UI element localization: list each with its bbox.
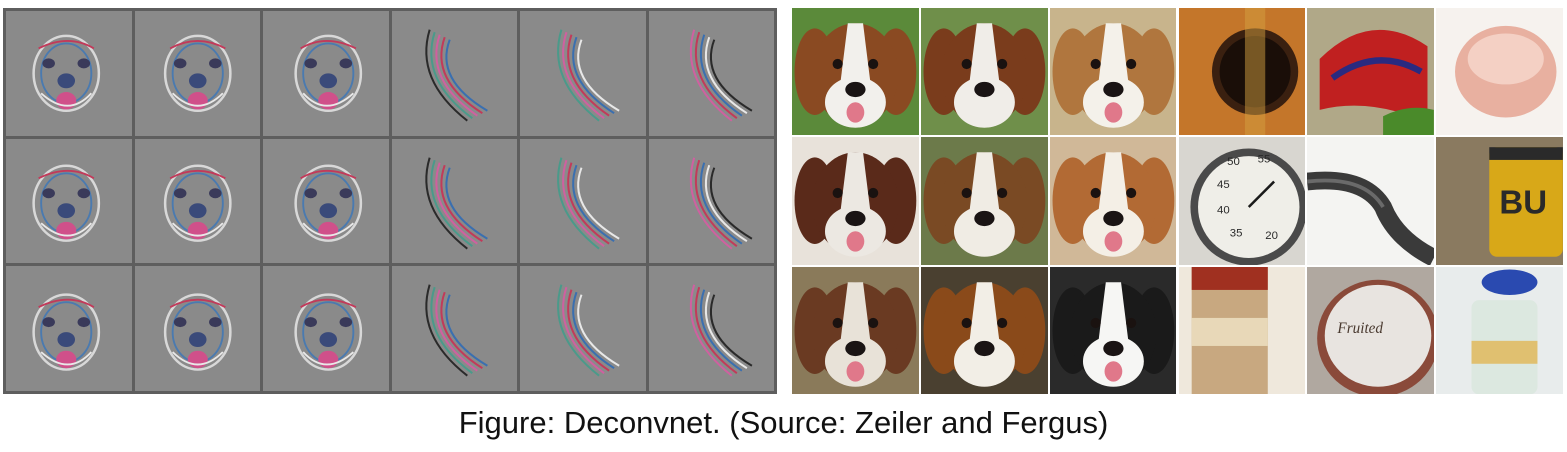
gauge-number: 40 xyxy=(1217,205,1230,217)
figure-caption: Figure: Deconvnet. (Source: Zeiler and F… xyxy=(458,405,1109,440)
deconv-dog-face-tile xyxy=(263,11,389,136)
dog-photo-tile xyxy=(920,137,1048,265)
cup-photo-tile xyxy=(1436,8,1563,136)
deconv-dog-face-tile xyxy=(263,266,389,391)
deconv-curve-tile xyxy=(391,11,517,136)
deconv-curve-tile xyxy=(391,138,517,264)
dog-photo-tile xyxy=(1049,266,1177,394)
lid-photo-tile: Fruited xyxy=(1307,266,1435,394)
deconvnet-visualization-grid xyxy=(3,8,777,394)
guitar-photo-tile xyxy=(1178,8,1306,136)
dog-photo-tile xyxy=(1049,8,1177,136)
deconv-dog-face-tile xyxy=(263,138,389,264)
gauge-number: 35 xyxy=(1229,228,1242,240)
deconv-dog-face-tile xyxy=(134,266,260,391)
strap-photo-tile xyxy=(1307,137,1435,265)
jar-photo-tile: BU xyxy=(1436,137,1563,265)
deconv-dog-face-tile xyxy=(6,138,132,264)
can-photo-tile xyxy=(1178,266,1306,394)
gauge-number: 45 xyxy=(1217,179,1230,191)
dog-photo-tile xyxy=(1049,137,1177,265)
gauge-number: 50 xyxy=(1227,156,1240,168)
gauge-number: 55 xyxy=(1257,154,1270,166)
bottle-photo-tile xyxy=(1436,266,1563,394)
gauge-photo-tile: 50 55 45 40 35 20 xyxy=(1178,137,1306,265)
gauge-number: 20 xyxy=(1265,230,1278,242)
dog-photo-tile xyxy=(920,8,1048,136)
dog-photo-tile xyxy=(792,8,919,136)
deconv-curve-tile xyxy=(391,266,517,391)
deconv-curve-tile xyxy=(648,11,774,136)
deconv-dog-face-tile xyxy=(6,11,132,136)
parrot-photo-tile xyxy=(1307,8,1435,136)
deconv-dog-face-tile xyxy=(6,266,132,391)
dog-photo-tile xyxy=(792,137,919,265)
image-patch-grid: 50 55 45 40 35 20 BU Fruited xyxy=(792,8,1563,394)
deconv-dog-face-tile xyxy=(134,138,260,264)
jar-label-text: BU xyxy=(1500,185,1548,222)
deconv-curve-tile xyxy=(648,138,774,264)
deconv-dog-face-tile xyxy=(134,11,260,136)
deconv-curve-tile xyxy=(648,266,774,391)
lid-label-text: Fruited xyxy=(1337,320,1384,337)
deconv-curve-tile xyxy=(520,138,646,264)
dog-photo-tile xyxy=(920,266,1048,394)
deconv-curve-tile xyxy=(520,266,646,391)
dog-photo-tile xyxy=(792,266,919,394)
deconv-curve-tile xyxy=(520,11,646,136)
